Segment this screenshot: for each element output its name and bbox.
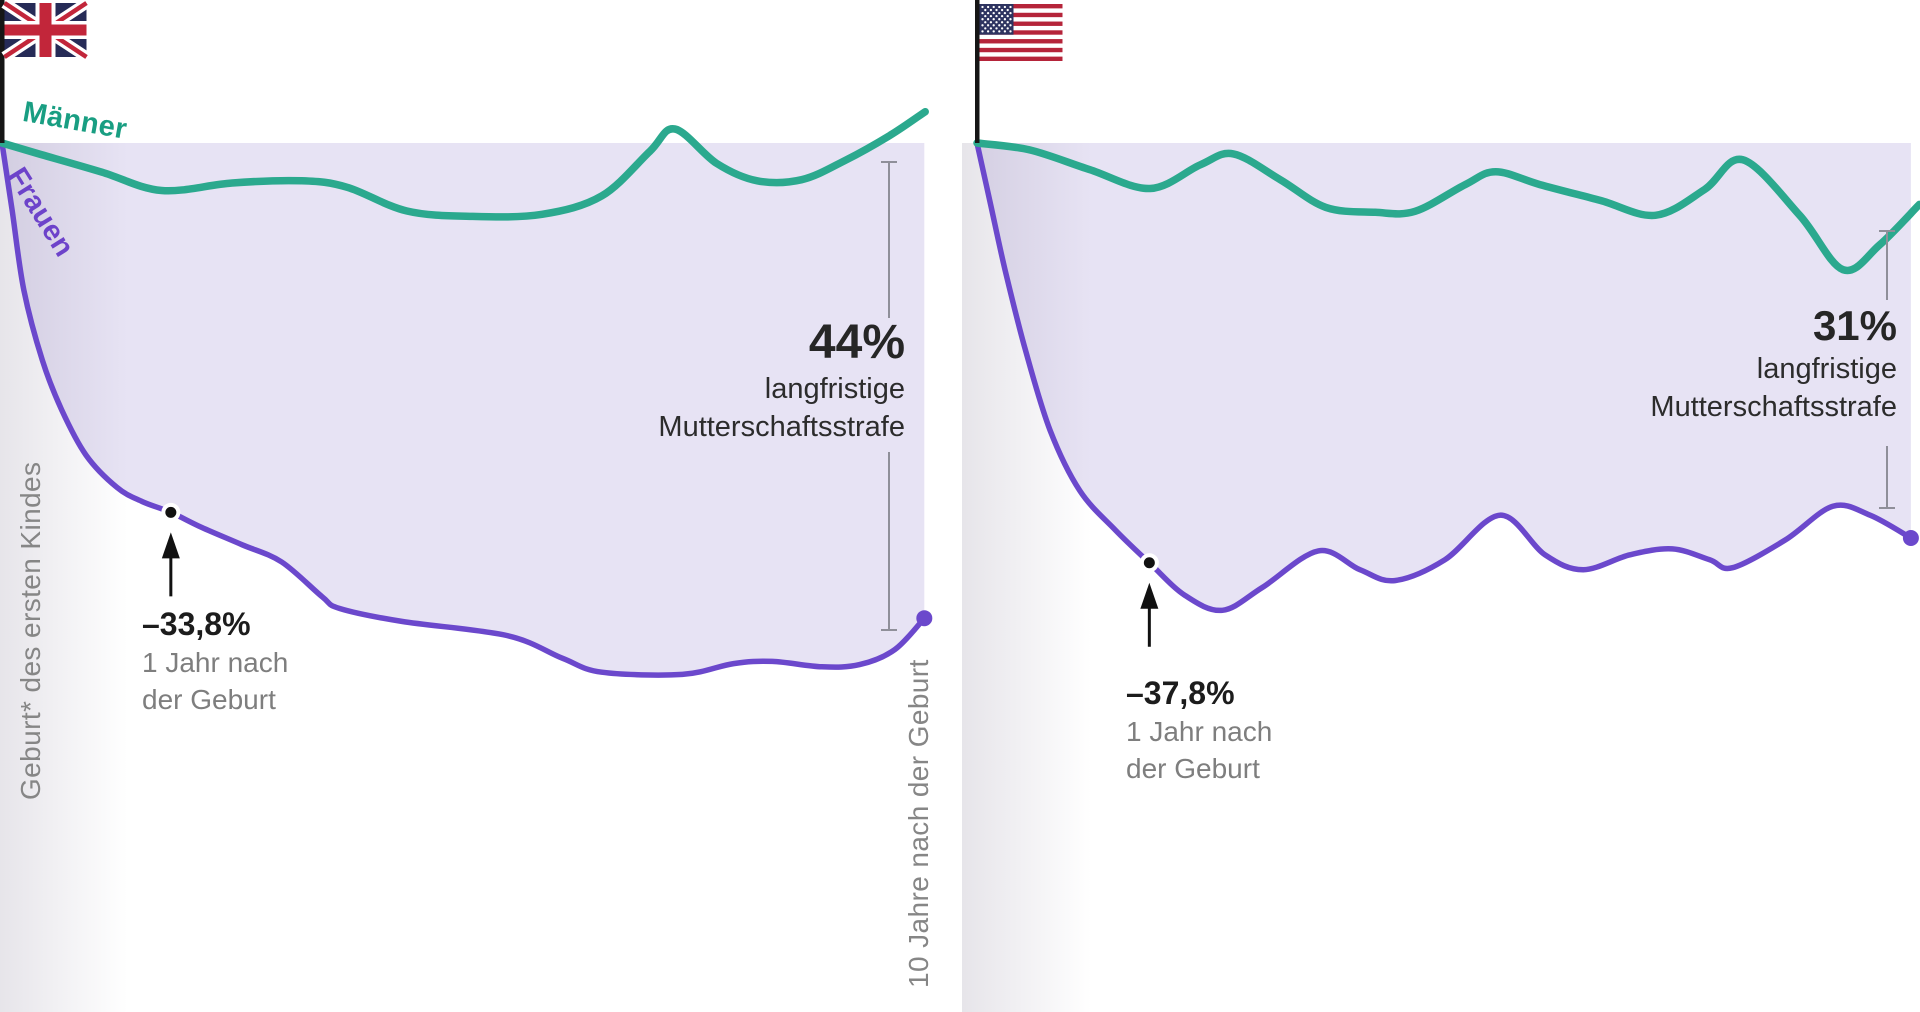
uk-longterm-penalty-line1: langfristige xyxy=(764,373,905,405)
one-year-arrow-head xyxy=(161,532,180,559)
us-longterm-penalty-annotation: 31% langfristige Mutterschaftsstrafe xyxy=(1577,302,1897,426)
uk-plot xyxy=(0,0,933,1012)
left-shading-band xyxy=(962,143,1092,1012)
us-flag-icon xyxy=(979,4,1063,61)
us-one-year-line2: der Geburt xyxy=(1126,753,1260,784)
uk-one-year-line2: der Geburt xyxy=(142,684,276,715)
longterm-penalty-bracket xyxy=(1879,230,1895,509)
uk-longterm-penalty-line2: Mutterschaftsstrafe xyxy=(658,411,905,443)
women-earnings-line xyxy=(974,140,1914,614)
gap-area-fill xyxy=(2,143,925,676)
gap-area-fill xyxy=(977,143,1911,611)
ten-year-end-dot xyxy=(1902,530,1919,547)
us-longterm-penalty-line2: Mutterschaftsstrafe xyxy=(1650,391,1897,423)
uk-one-year-line1: 1 Jahr nach xyxy=(142,647,289,678)
one-year-dot xyxy=(1139,553,1159,573)
us-one-year-value: –37,8% xyxy=(1126,675,1235,711)
us-plot xyxy=(962,0,1920,1012)
uk-one-year-annotation: –33,8% 1 Jahr nach der Geburt xyxy=(142,604,288,718)
us-longterm-penalty-line1: langfristige xyxy=(1756,353,1897,385)
uk-x-axis-end-label: 10 Jahre nach der Geburt xyxy=(903,659,934,988)
men-earnings-line xyxy=(973,139,1920,275)
us-one-year-line1: 1 Jahr nach xyxy=(1126,716,1273,747)
men-earnings-line xyxy=(0,107,929,221)
ten-year-end-dot xyxy=(916,610,933,627)
one-year-dot xyxy=(161,502,181,522)
uk-longterm-penalty-annotation: 44% langfristige Mutterschaftsstrafe xyxy=(585,316,905,446)
one-year-arrow-head xyxy=(1140,582,1159,609)
women-earnings-line xyxy=(0,140,928,678)
uk-one-year-value: –33,8% xyxy=(142,606,251,642)
longterm-penalty-bracket xyxy=(881,161,897,631)
uk-x-axis-start-label: Geburt* des ersten Kindes xyxy=(15,461,46,800)
uk-flag-icon xyxy=(1,0,90,62)
flag-pole xyxy=(0,0,5,143)
flag-pole xyxy=(975,0,980,143)
uk-longterm-penalty-value: 44% xyxy=(808,316,905,369)
us-longterm-penalty-value: 31% xyxy=(1812,302,1897,349)
us-one-year-annotation: –37,8% 1 Jahr nach der Geburt xyxy=(1126,673,1272,787)
